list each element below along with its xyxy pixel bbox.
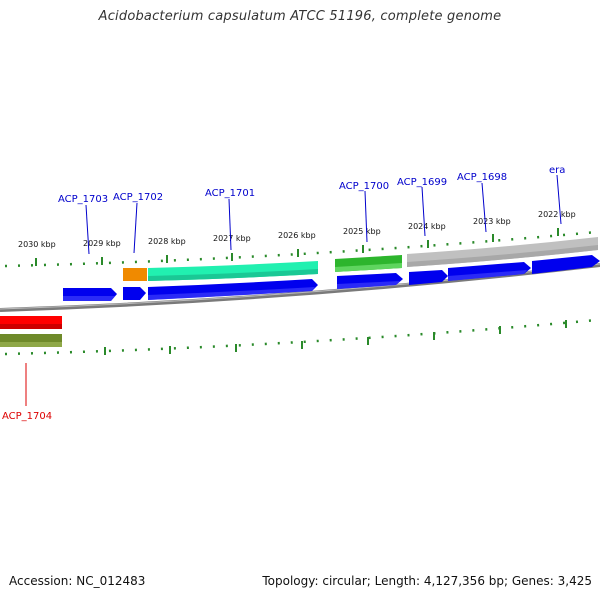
gene-block-red-shade bbox=[0, 324, 62, 329]
gene-block-green-shade bbox=[335, 263, 402, 272]
page-title: Acidobacterium capsulatum ATCC 51196, co… bbox=[98, 9, 502, 24]
scale-label: 2028 kbp bbox=[148, 237, 186, 246]
gene-label-acp-1700: ACP_1700 bbox=[339, 181, 389, 192]
gene-block-grey-shade bbox=[407, 245, 598, 267]
reverse-track bbox=[0, 316, 62, 347]
topology-label: Topology: circular; Length: 4,127,356 bp… bbox=[262, 574, 592, 588]
leader-line bbox=[481, 182, 487, 233]
gene-label-acp-1699: ACP_1699 bbox=[397, 177, 447, 188]
leader-line bbox=[85, 204, 90, 255]
scale-label: 2024 kbp bbox=[408, 222, 446, 231]
scale-label: 2022 kbp bbox=[538, 210, 576, 219]
gene-labels: ACP_1703 ACP_1702 ACP_1701 ACP_1700 ACP_… bbox=[2, 165, 565, 422]
leader-line bbox=[133, 202, 138, 254]
scale-label: 2023 kbp bbox=[473, 217, 511, 226]
gene-label-acp-1701: ACP_1701 bbox=[205, 188, 255, 199]
inner-major-ticks bbox=[104, 320, 567, 355]
scale-labels: 2030 kbp 2029 kbp 2028 kbp 2027 kbp 2026… bbox=[18, 210, 576, 249]
scale-label: 2029 kbp bbox=[83, 239, 121, 248]
gene-label-acp-1698: ACP_1698 bbox=[457, 172, 507, 183]
leader-line bbox=[556, 174, 562, 225]
leader-line bbox=[228, 198, 232, 251]
cds-arrow bbox=[409, 270, 448, 285]
gene-block-aquamarine-shade bbox=[148, 269, 318, 281]
cds-shade bbox=[337, 281, 400, 289]
cds-shade bbox=[448, 270, 527, 281]
leader-line bbox=[364, 190, 368, 243]
scale-label: 2025 kbp bbox=[343, 227, 381, 236]
gene-label-acp-1703: ACP_1703 bbox=[58, 194, 108, 205]
scale-label: 2027 kbp bbox=[213, 234, 251, 243]
cds-arrow bbox=[532, 255, 600, 274]
scale-label: 2030 kbp bbox=[18, 240, 56, 249]
scale-label: 2026 kbp bbox=[278, 231, 316, 240]
gene-label-acp-1702: ACP_1702 bbox=[113, 192, 163, 203]
gene-label-acp-1704: ACP_1704 bbox=[2, 411, 52, 422]
forward-cds-shading bbox=[63, 270, 527, 301]
gene-block-orange bbox=[123, 268, 147, 281]
accession-label: Accession: NC_012483 bbox=[9, 574, 146, 588]
gene-label-era: era bbox=[549, 165, 565, 176]
leader-line bbox=[421, 186, 426, 237]
outer-major-ticks bbox=[35, 228, 559, 266]
cds-arrow bbox=[123, 287, 146, 300]
label-leaders bbox=[25, 174, 562, 406]
cds-shade bbox=[63, 296, 115, 301]
gene-block-olive-shade bbox=[0, 342, 62, 347]
cog-track bbox=[123, 237, 598, 281]
cds-shade bbox=[148, 287, 315, 300]
